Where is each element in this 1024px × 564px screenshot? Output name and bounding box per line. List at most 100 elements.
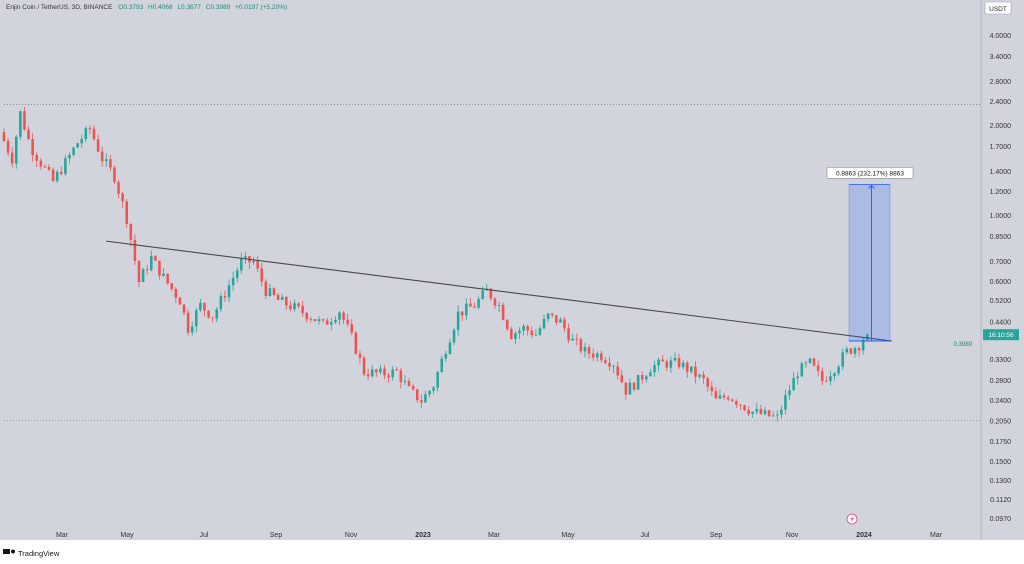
candle-body — [39, 160, 43, 167]
y-tick-label: 0.1120 — [990, 497, 1011, 504]
candle-body — [546, 313, 550, 320]
measure-box[interactable] — [848, 184, 891, 342]
candle-body — [571, 338, 574, 341]
currency-badge-label: USDT — [989, 6, 1007, 13]
candle-body — [145, 269, 149, 271]
candle-body — [109, 159, 112, 168]
x-tick-label: Sep — [710, 532, 723, 539]
candle-body — [174, 288, 178, 298]
candle-body — [440, 358, 444, 373]
candle-body — [133, 239, 137, 261]
candle-body — [665, 361, 669, 368]
candle-body — [129, 223, 133, 240]
candle-body — [792, 378, 795, 391]
candle-body — [199, 302, 202, 311]
candle-body — [264, 281, 268, 296]
candle-body — [141, 269, 145, 283]
lightning-icon — [850, 515, 854, 523]
candle-body — [694, 366, 697, 377]
candle-body — [624, 382, 628, 395]
y-tick-label: 0.3300 — [990, 357, 1012, 364]
candle-body — [301, 306, 304, 314]
candle-body — [649, 372, 652, 377]
candle-body — [661, 359, 664, 362]
candle-body — [309, 319, 313, 320]
y-tick-label: 1.4000 — [990, 169, 1012, 176]
candle-body — [293, 303, 296, 310]
candle-body — [325, 320, 329, 325]
candle-body — [317, 319, 321, 322]
candle-body — [526, 326, 529, 331]
candle-body — [452, 329, 456, 343]
candle-body — [510, 328, 513, 339]
candle-body — [477, 298, 480, 308]
y-tick-label: 1.0000 — [990, 213, 1012, 220]
candle-body — [583, 347, 587, 352]
candle-body — [436, 372, 439, 388]
candle-body — [780, 409, 783, 415]
y-tick-label: 0.1300 — [990, 478, 1012, 485]
candle-body — [354, 332, 358, 354]
candle-body — [833, 373, 836, 377]
y-tick-label: 2.0000 — [990, 123, 1012, 130]
tradingview-logo[interactable]: TradingView — [3, 549, 60, 558]
x-tick-label: Jul — [200, 532, 209, 539]
candle-body — [113, 167, 116, 183]
candle-body — [604, 360, 607, 363]
candle-body — [587, 347, 591, 354]
candle-body — [84, 128, 88, 140]
candle-body — [456, 311, 460, 330]
candle-body — [76, 143, 79, 148]
candle-body — [244, 256, 247, 259]
candle-body — [170, 283, 174, 289]
candle-body — [415, 389, 419, 401]
y-tick-label: 0.4400 — [990, 319, 1012, 326]
candle-body — [555, 315, 558, 323]
candle-body — [117, 182, 120, 194]
currency-badge[interactable] — [984, 1, 1012, 15]
candle-body — [6, 140, 10, 153]
candle-body — [395, 369, 399, 371]
y-tick-label: 0.7000 — [990, 259, 1012, 266]
candle-body — [820, 370, 824, 381]
candle-body — [92, 128, 96, 140]
y-tick-label: 0.0970 — [990, 516, 1012, 523]
candle-body — [469, 303, 472, 307]
y-tick-label: 0.2800 — [990, 378, 1012, 385]
symbol-title[interactable]: Enjin Coin / TetherUS, 3D, BINANCE — [6, 4, 113, 11]
y-tick-label: 0.1500 — [990, 459, 1012, 466]
candle-body — [60, 171, 63, 174]
candle-body — [465, 303, 468, 316]
x-tick-label: Mar — [930, 532, 943, 539]
trendline[interactable] — [106, 240, 892, 342]
candle-body — [240, 258, 243, 271]
candle-body — [808, 358, 812, 363]
candle-body — [804, 362, 808, 364]
candle-body — [473, 306, 476, 308]
candle-body — [530, 330, 534, 336]
x-tick-label: Jul — [641, 532, 650, 539]
candle-body — [796, 376, 799, 379]
candle-body — [162, 273, 165, 276]
candle-body — [391, 369, 394, 378]
candle-body — [771, 415, 775, 417]
candle-body — [579, 339, 583, 352]
price-scale[interactable] — [981, 0, 1024, 540]
candle-body — [203, 302, 206, 311]
candle-body — [272, 288, 276, 296]
candle-body — [690, 366, 693, 372]
candle-body — [19, 111, 22, 137]
open-value: O0.3793 — [118, 4, 143, 11]
candle-body — [612, 366, 615, 368]
candle-body — [280, 296, 284, 300]
candle-body — [182, 304, 186, 313]
candle-body — [256, 261, 259, 269]
candle-body — [207, 310, 210, 318]
candle-body — [125, 201, 129, 224]
candle-body — [23, 111, 26, 130]
candle-body — [223, 296, 227, 298]
y-tick-label: 2.8000 — [990, 79, 1012, 86]
measure-label: 0.8863 (232.17%) 8863 — [836, 170, 904, 177]
candle-body — [784, 395, 787, 410]
